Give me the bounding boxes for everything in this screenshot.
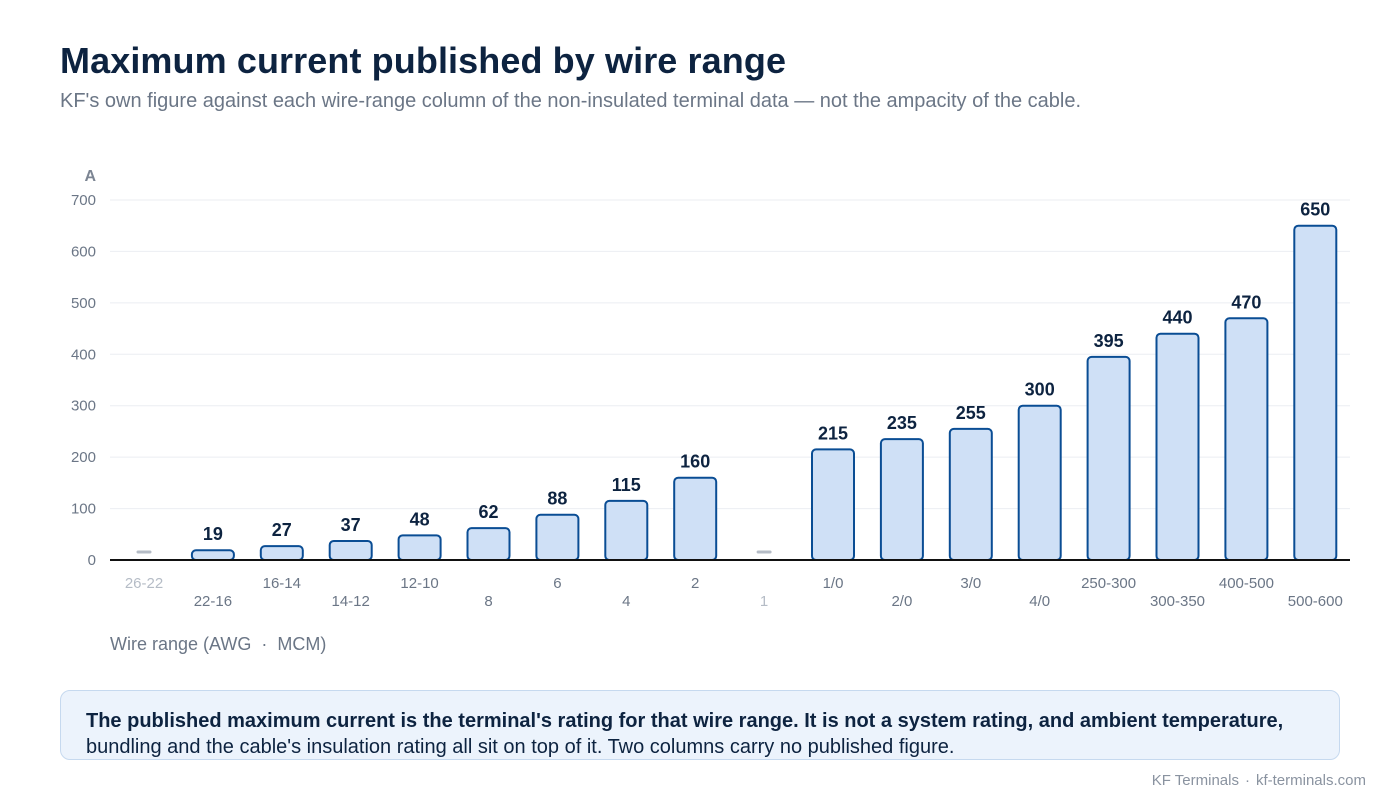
bar	[190, 549, 235, 562]
x-tick-label: 8	[484, 593, 492, 610]
x-tick-label: 2/0	[891, 593, 912, 610]
x-tick-label: 6	[553, 575, 561, 592]
x-tick-label: 300-350	[1150, 593, 1205, 610]
bar	[948, 427, 993, 561]
x-tick-label: 250-300	[1081, 575, 1136, 592]
note-box: The published maximum current is the ter…	[60, 690, 1340, 760]
bar	[879, 438, 924, 561]
x-tick-label: 4	[622, 593, 630, 610]
y-tick-label: 100	[71, 501, 96, 518]
bar	[811, 448, 855, 561]
footer: KF Terminals · kf-terminals.com	[1152, 772, 1366, 789]
bar	[1086, 355, 1131, 561]
bar-value-label: 19	[203, 524, 223, 544]
bar	[1293, 224, 1338, 561]
footer-brand: KF Terminals	[1151, 772, 1239, 789]
bar	[604, 499, 649, 562]
y-tick-label: 0	[88, 552, 96, 569]
bar	[1155, 332, 1200, 561]
x-tick-label: 22-16	[194, 593, 232, 610]
bar-chart: 0 100 200 300 400 500 600 700 A 26-22 19 22-16 27 16-…	[71, 168, 1350, 654]
footer-separator: ·	[1244, 772, 1250, 789]
x-tick-label: 1	[760, 593, 768, 610]
bar	[673, 476, 718, 562]
x-tick-label: 1/0	[823, 575, 844, 592]
bar-value-label: 48	[410, 509, 430, 529]
x-tick-label: 500-600	[1288, 593, 1343, 610]
y-tick-label: 200	[71, 449, 96, 466]
bar-value-label: 395	[1094, 331, 1124, 351]
x-tick-label: 4/0	[1029, 593, 1050, 610]
bar-value-label: 88	[547, 489, 567, 509]
y-tick-label: 300	[71, 398, 96, 415]
bar-value-label: 255	[956, 403, 986, 423]
y-tick-label: 500	[71, 295, 96, 312]
bar-value-label: 37	[341, 515, 361, 535]
x-tick-label: 12-10	[400, 575, 438, 592]
x-tick-label: 26-22	[125, 575, 163, 592]
x-tick-label: 3/0	[960, 575, 981, 592]
x-axis-title: Wire range (AWG · MCM)	[110, 634, 326, 654]
x-tick-label: 2	[691, 575, 699, 592]
page-subtitle: KF's own figure against each wire-range …	[60, 90, 1082, 112]
note-text: bundling and the cable's insulation rati…	[86, 736, 955, 758]
note-bold-text: The published maximum current is the ter…	[86, 710, 1284, 732]
page-title: Maximum current published by wire range	[60, 40, 787, 81]
x-tick-label: 400-500	[1219, 575, 1274, 592]
y-tick-label: 700	[71, 192, 96, 209]
y-axis-unit-label: A	[84, 168, 96, 185]
y-tick-label: 400	[71, 346, 96, 363]
bar-value-label: 215	[818, 423, 848, 443]
bar-value-label: 300	[1025, 380, 1055, 400]
bar	[1017, 404, 1062, 561]
bar	[1224, 317, 1269, 561]
bar	[466, 527, 511, 562]
bar-value-label: 235	[887, 413, 917, 433]
footer-url[interactable]: kf-terminals.com	[1255, 772, 1366, 789]
bar-value-label: 62	[478, 502, 498, 522]
bar-value-label: 470	[1231, 292, 1261, 312]
bar	[328, 539, 373, 562]
bar-value-label: 27	[272, 520, 292, 540]
x-tick-label: 16-14	[263, 575, 301, 592]
bar	[259, 545, 304, 562]
bar-value-label: 650	[1300, 200, 1330, 220]
y-tick-label: 600	[71, 243, 96, 260]
bar-value-label: 115	[612, 475, 641, 495]
bar-value-label: 440	[1162, 308, 1192, 328]
bar	[535, 513, 580, 561]
bar-value-label: 160	[680, 452, 710, 472]
x-tick-label: 14-12	[332, 593, 370, 610]
bar	[397, 534, 442, 562]
